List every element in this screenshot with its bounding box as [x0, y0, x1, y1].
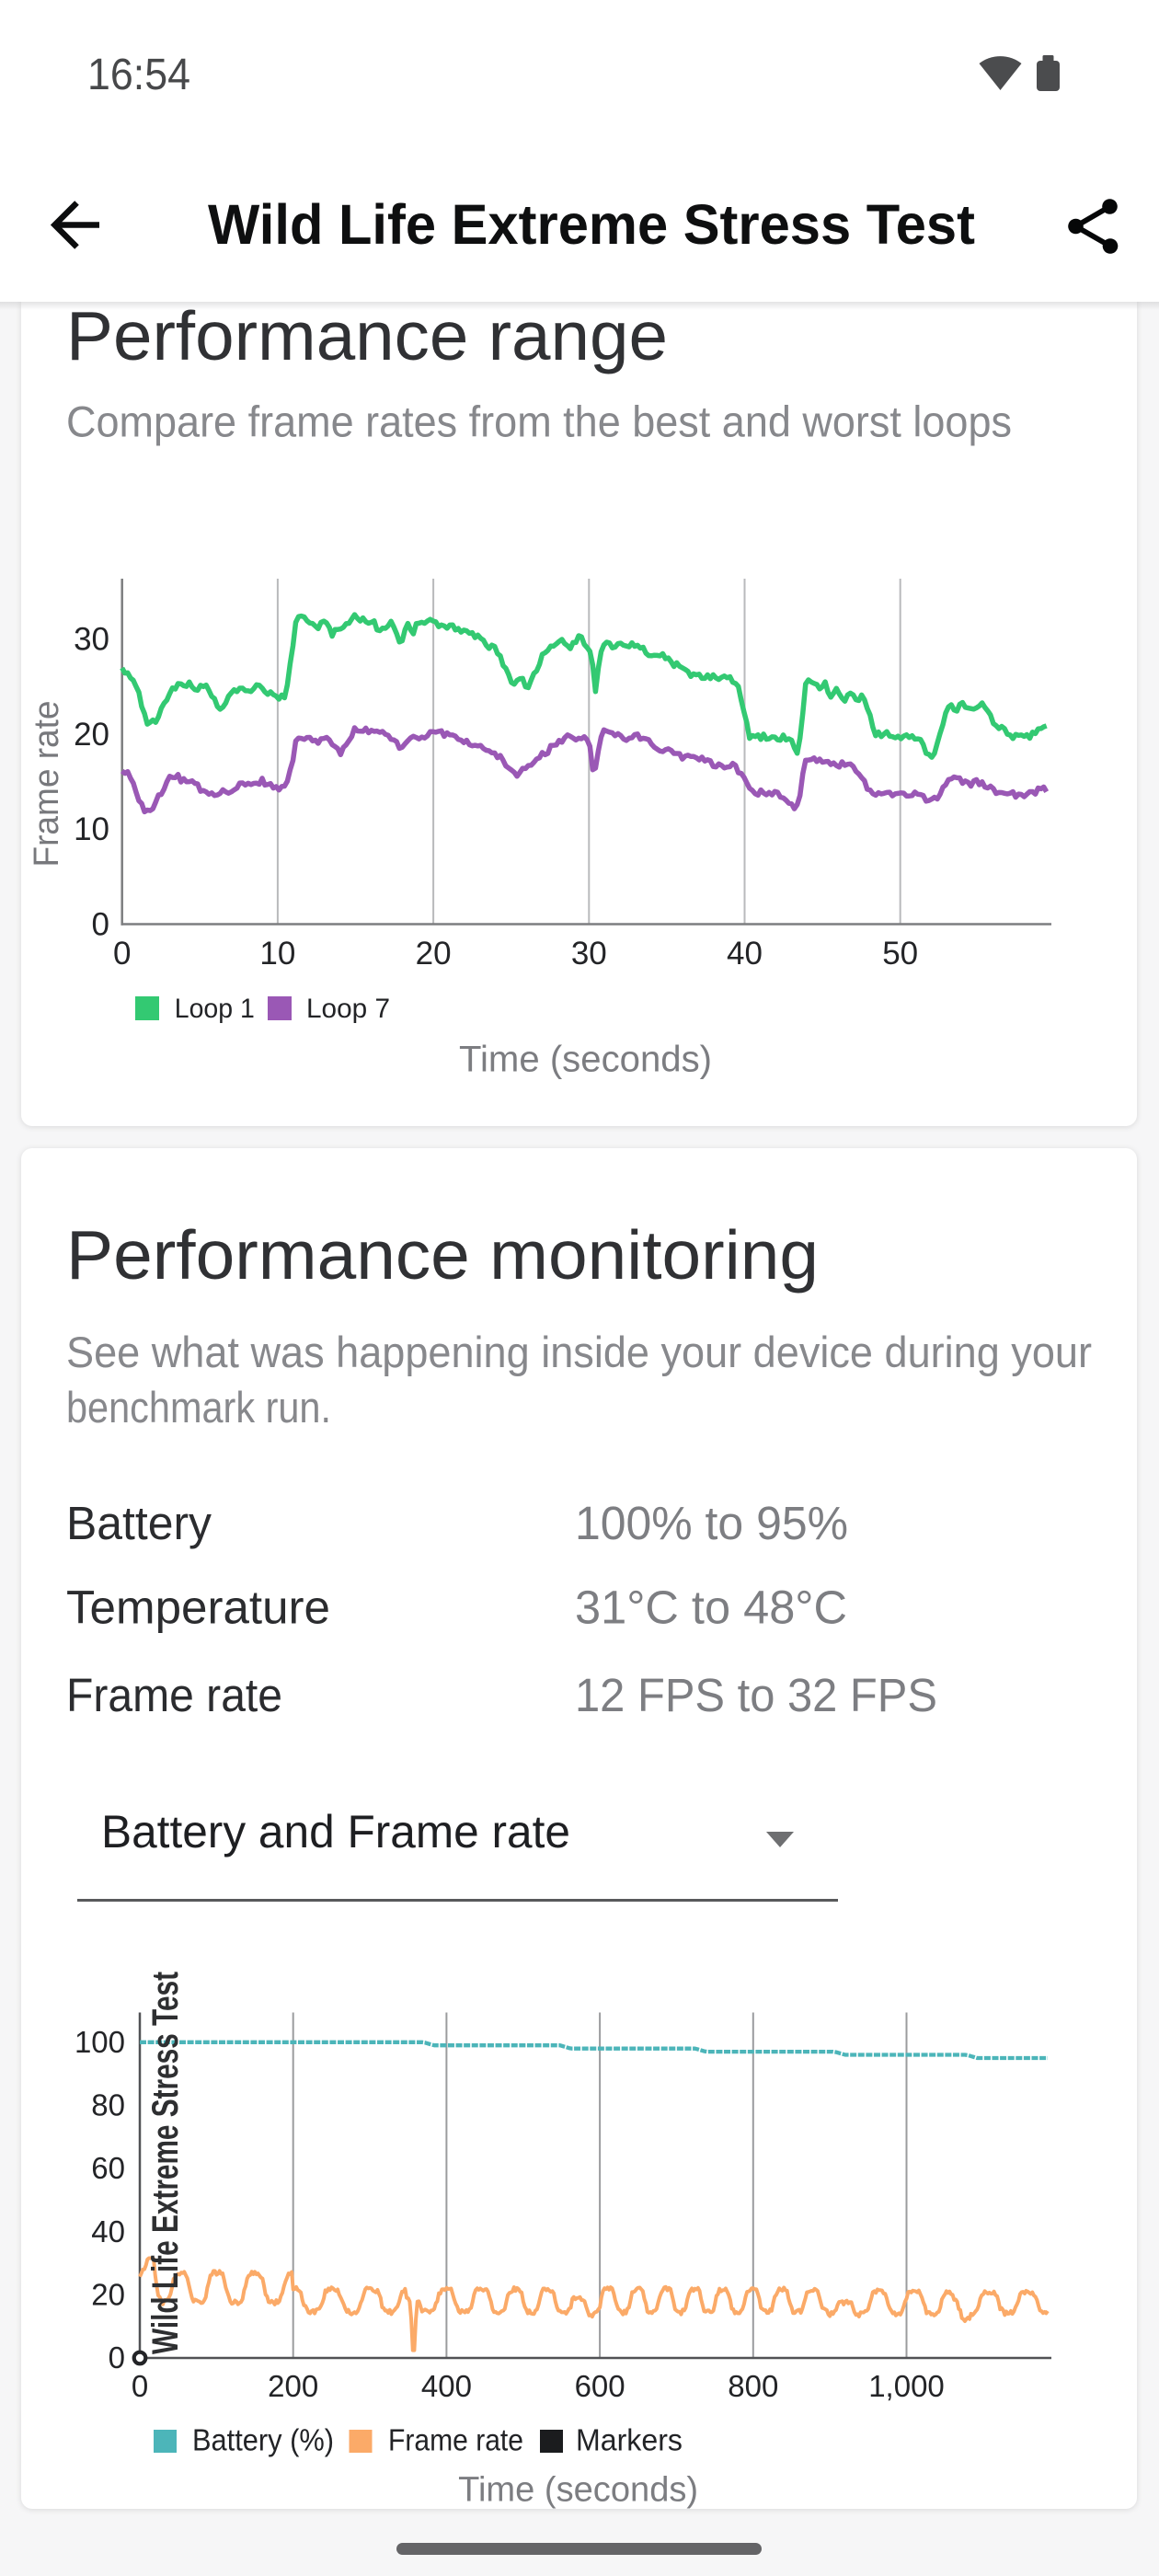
svg-text:Frame rate: Frame rate	[388, 2423, 523, 2457]
svg-text:80: 80	[91, 2088, 125, 2122]
svg-text:Performance monitoring: Performance monitoring	[66, 1216, 819, 1294]
svg-text:Temperature: Temperature	[66, 1581, 330, 1634]
svg-text:30: 30	[571, 936, 607, 972]
svg-text:40: 40	[727, 936, 763, 972]
svg-text:Battery: Battery	[66, 1497, 212, 1549]
svg-text:Wild Life Extreme Stress Test: Wild Life Extreme Stress Test	[208, 193, 975, 256]
svg-text:16:54: 16:54	[87, 51, 190, 99]
svg-text:Performance range: Performance range	[66, 297, 668, 374]
svg-text:200: 200	[268, 2369, 318, 2403]
svg-text:31°C to 48°C: 31°C to 48°C	[575, 1581, 847, 1634]
svg-text:Battery (%): Battery (%)	[192, 2423, 334, 2457]
svg-text:Wild Life Extreme Stress Test: Wild Life Extreme Stress Test	[145, 1972, 186, 2354]
svg-text:0: 0	[113, 936, 131, 972]
svg-text:60: 60	[91, 2151, 125, 2185]
svg-text:100: 100	[75, 2025, 125, 2059]
svg-text:0: 0	[109, 2340, 125, 2375]
svg-text:Battery and Frame rate: Battery and Frame rate	[101, 1806, 570, 1857]
svg-text:Loop 7: Loop 7	[306, 994, 390, 1024]
svg-text:0: 0	[132, 2369, 148, 2403]
svg-text:Frame rate: Frame rate	[28, 701, 66, 868]
svg-text:Frame rate: Frame rate	[66, 1669, 282, 1721]
svg-text:100% to 95%: 100% to 95%	[575, 1497, 848, 1549]
svg-text:800: 800	[728, 2369, 778, 2403]
svg-text:benchmark run.: benchmark run.	[66, 1383, 331, 1432]
svg-text:10: 10	[74, 811, 109, 847]
svg-text:400: 400	[421, 2369, 472, 2403]
svg-text:10: 10	[259, 936, 295, 972]
svg-text:30: 30	[74, 621, 109, 657]
svg-text:40: 40	[91, 2214, 125, 2248]
svg-text:Compare frame rates from the b: Compare frame rates from the best and wo…	[66, 397, 1012, 446]
svg-text:See what was happening inside: See what was happening inside your devic…	[66, 1328, 1092, 1376]
svg-text:Time (seconds): Time (seconds)	[458, 2471, 698, 2510]
svg-text:Loop 1: Loop 1	[175, 994, 255, 1024]
svg-text:20: 20	[91, 2278, 125, 2312]
svg-text:20: 20	[416, 936, 452, 972]
svg-text:Time (seconds): Time (seconds)	[459, 1040, 712, 1080]
svg-text:50: 50	[882, 936, 918, 972]
svg-text:20: 20	[74, 717, 109, 753]
svg-text:1,000: 1,000	[868, 2369, 945, 2403]
svg-text:0: 0	[92, 907, 109, 943]
svg-text:Markers: Markers	[576, 2423, 683, 2457]
svg-text:12 FPS to 32 FPS: 12 FPS to 32 FPS	[575, 1669, 937, 1721]
svg-text:600: 600	[575, 2369, 625, 2403]
